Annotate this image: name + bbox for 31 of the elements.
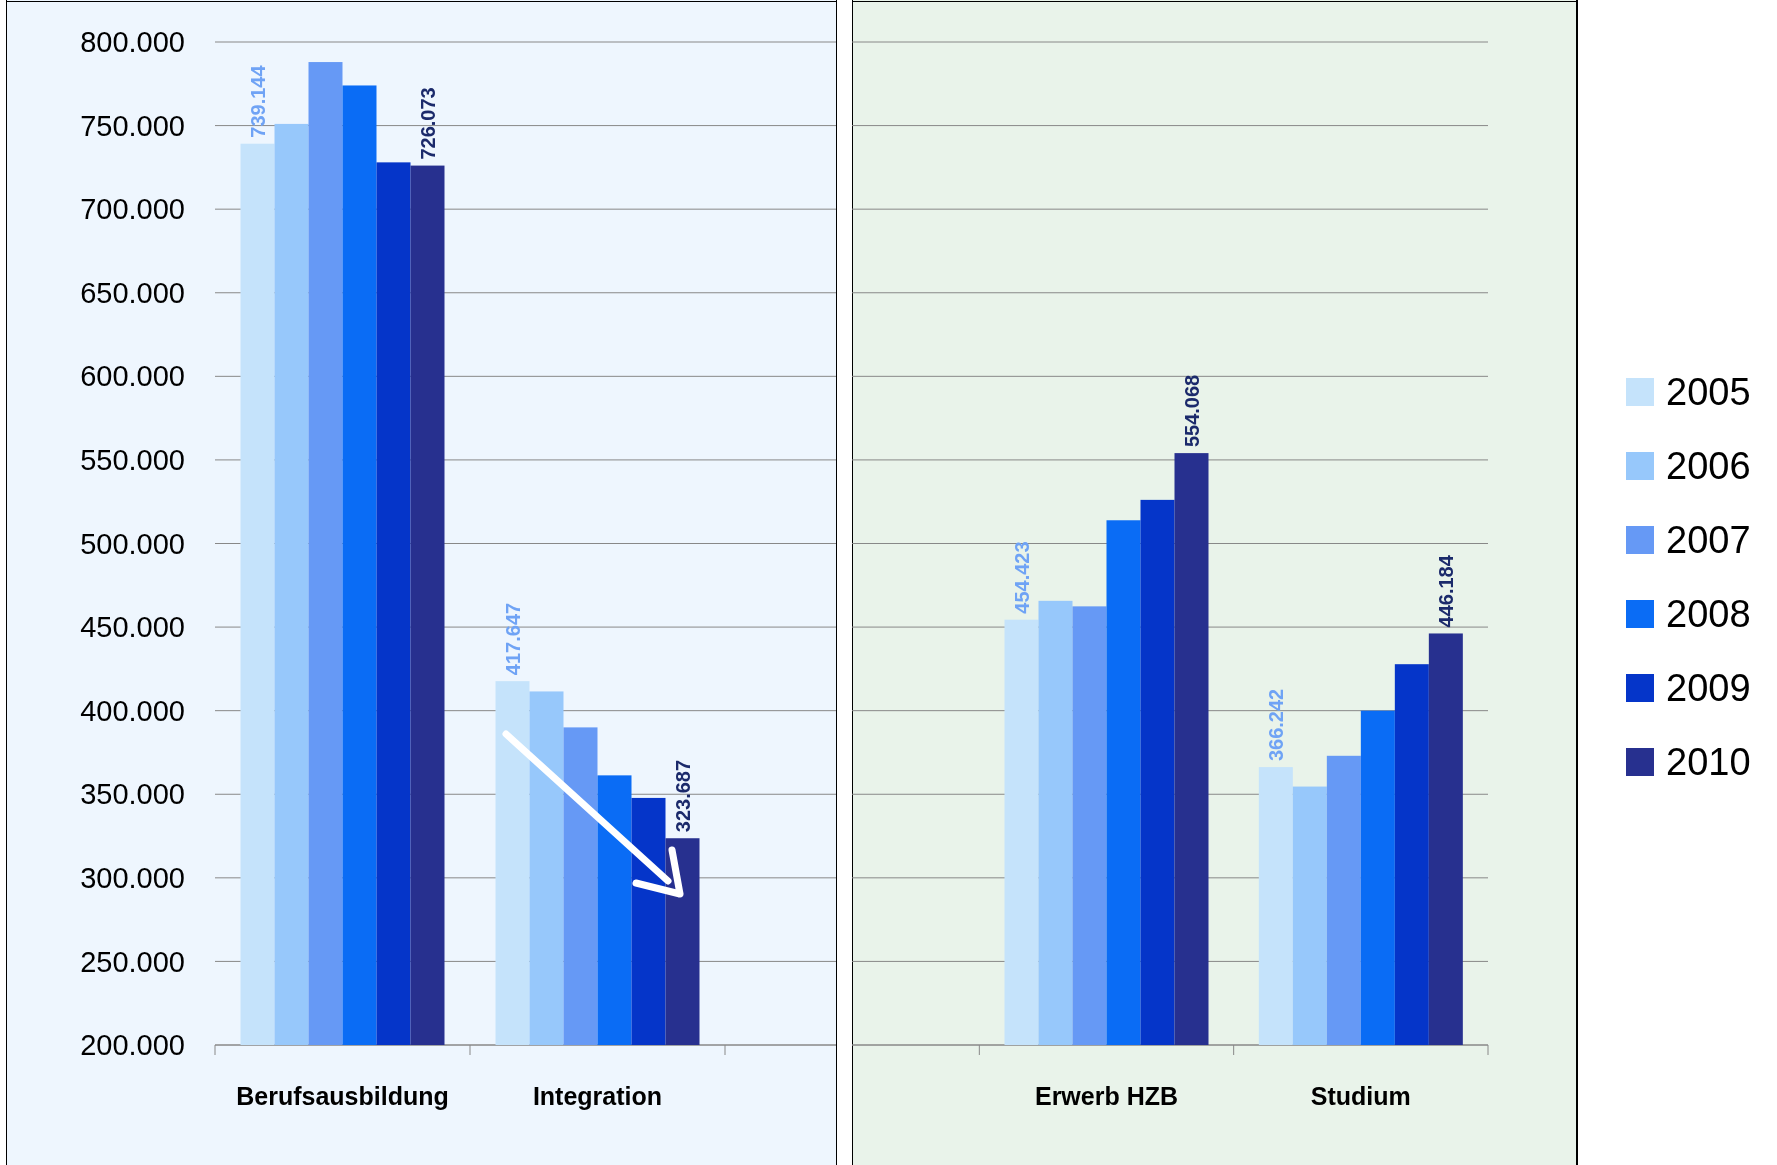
y-tick-label: 800.000 bbox=[80, 26, 185, 59]
x-tick-label: Integration bbox=[532, 1082, 663, 1110]
legend-label: 2007 bbox=[1666, 519, 1751, 562]
x-tick-label: Erwerb HZB bbox=[1034, 1082, 1179, 1110]
y-tick-label: 650.000 bbox=[80, 276, 185, 309]
y-tick-label: 300.000 bbox=[80, 861, 185, 894]
y-tick-label: 200.000 bbox=[80, 1029, 185, 1062]
data-label: 554.068 bbox=[1180, 374, 1203, 448]
data-label: 446.184 bbox=[1434, 554, 1457, 628]
legend-label: 2008 bbox=[1666, 593, 1751, 636]
y-tick-label: 600.000 bbox=[80, 360, 185, 393]
y-tick-label: 550.000 bbox=[80, 444, 185, 477]
y-tick-label: 400.000 bbox=[80, 694, 185, 727]
legend-label: 2006 bbox=[1666, 445, 1751, 488]
y-tick-label: 700.000 bbox=[80, 193, 185, 226]
x-tick-label: Studium bbox=[1310, 1082, 1411, 1110]
y-tick-label: 750.000 bbox=[80, 109, 185, 142]
y-tick-label: 250.000 bbox=[80, 945, 185, 978]
data-label: 323.687 bbox=[671, 759, 694, 833]
data-label: 366.242 bbox=[1264, 688, 1287, 762]
y-tick-label: 350.000 bbox=[80, 778, 185, 811]
legend-label: 2005 bbox=[1666, 371, 1751, 414]
x-tick-label: Berufsausbildung bbox=[236, 1082, 449, 1110]
y-tick-label: 500.000 bbox=[80, 527, 185, 560]
y-tick-label: 450.000 bbox=[80, 611, 185, 644]
legend-label: 2009 bbox=[1666, 667, 1751, 710]
data-label: 417.647 bbox=[501, 602, 524, 676]
legend-label: 2010 bbox=[1666, 741, 1751, 784]
data-label: 739.144 bbox=[246, 64, 269, 138]
data-label: 726.073 bbox=[416, 87, 439, 160]
data-label: 454.423 bbox=[1010, 541, 1033, 614]
